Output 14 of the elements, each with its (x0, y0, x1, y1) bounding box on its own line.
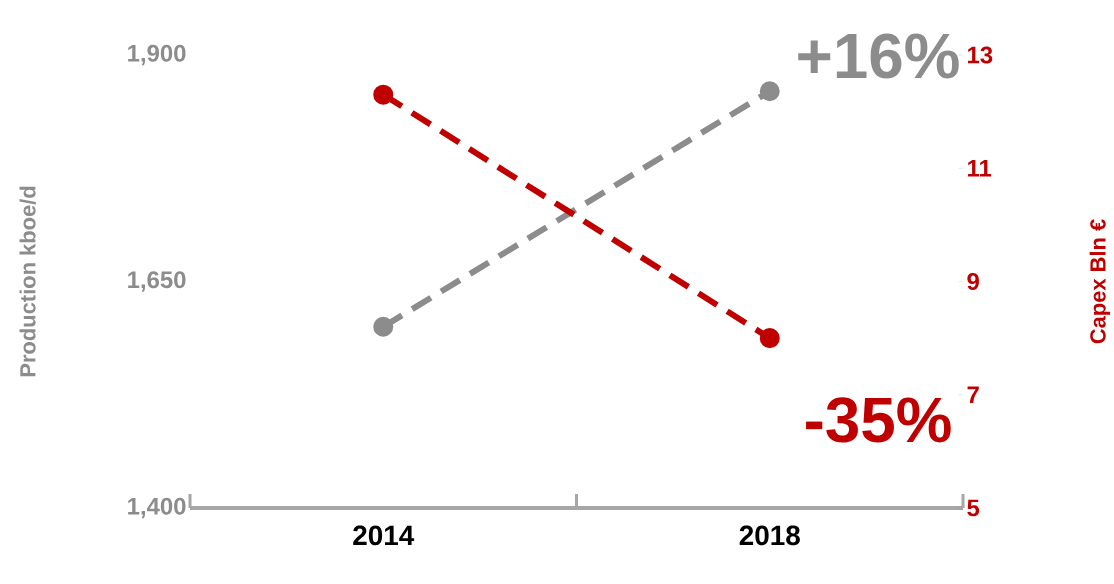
y2-tick-label: 11 (968, 160, 992, 177)
y2-tick-label: 13 (968, 46, 993, 64)
y2-tick-label: 5 (967, 499, 980, 517)
x-tick-label: 2018 (739, 525, 800, 546)
y-axis-title: Production kboe/d (19, 186, 36, 377)
y2-axis-title: Capex Bln € (1089, 219, 1111, 344)
y-tick-label: 1,400 (128, 497, 186, 519)
annotation: -35% (806, 397, 951, 443)
x-tick-label: 2014 (353, 525, 415, 546)
annotation: +16% (798, 33, 959, 79)
y2-tick-label: 9 (967, 273, 979, 290)
y-tick-label: 1,900 (128, 44, 186, 66)
y2-tick-label: 7 (967, 386, 979, 403)
y-tick-label: 1,650 (128, 271, 186, 292)
